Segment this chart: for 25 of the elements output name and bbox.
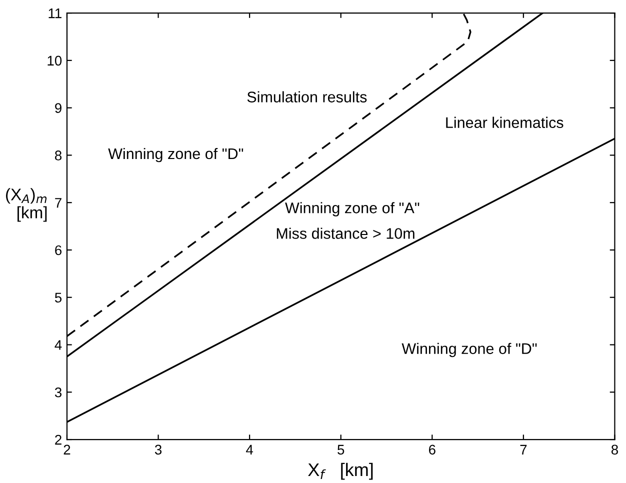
annotation: Winning zone of "D" (402, 342, 537, 358)
annotation: Winning zone of "D" (108, 148, 244, 162)
annotation: Miss distance > 10m (276, 228, 414, 239)
y-tick-label: 11 (48, 8, 62, 18)
y-tick-label: 9 (55, 103, 62, 113)
text: X$_{f}$ [km] (308, 462, 373, 480)
x-tick-label: 4 (246, 444, 254, 454)
y-tick-label: 6 (55, 245, 62, 256)
x-tick-label: 2 (64, 444, 70, 454)
annotation: Winning zone of "A" (285, 202, 420, 216)
y-tick-label: 8 (55, 150, 62, 160)
y-tick-label: 7 (55, 198, 62, 208)
y-tick-label: 4 (54, 340, 62, 350)
annotation: Simulation results (247, 91, 367, 102)
y-tick-label: 3 (54, 387, 62, 398)
y-tick-label: 2 (55, 434, 62, 445)
x-tick-label: 6 (428, 444, 436, 455)
x-tick-label: 5 (338, 444, 344, 455)
annotation: Linear kinematics (446, 116, 564, 128)
x-tick-label: 3 (154, 444, 162, 455)
x-tick-label: 8 (611, 444, 618, 455)
y-axis-title: (X$_{A}$)$_{m}$ [km] (6, 188, 47, 222)
y-tick-label: 10 (48, 56, 62, 66)
x-tick-label: 7 (520, 444, 527, 454)
y-tick-label: 5 (54, 292, 62, 303)
